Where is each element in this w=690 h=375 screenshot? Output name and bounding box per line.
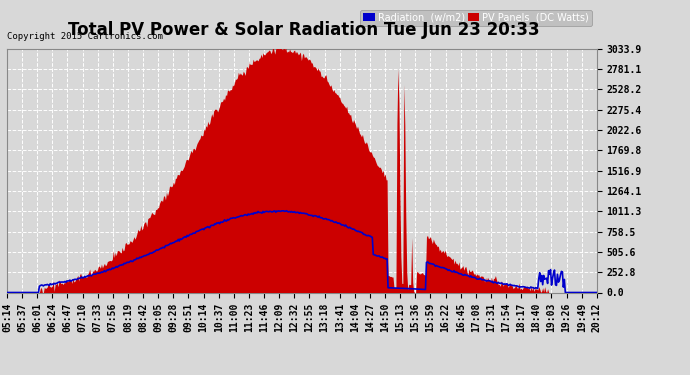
Text: Total PV Power & Solar Radiation Tue Jun 23 20:33: Total PV Power & Solar Radiation Tue Jun… xyxy=(68,21,540,39)
Legend: Radiation  (w/m2), PV Panels  (DC Watts): Radiation (w/m2), PV Panels (DC Watts) xyxy=(360,10,592,26)
Text: Copyright 2015 Cartronics.com: Copyright 2015 Cartronics.com xyxy=(7,32,163,41)
